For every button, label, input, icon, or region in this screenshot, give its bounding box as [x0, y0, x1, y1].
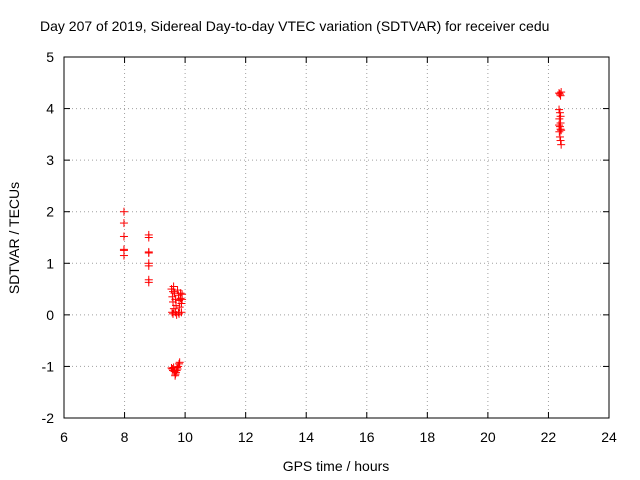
data-point-plus: [169, 287, 177, 296]
x-tick-label: 24: [601, 429, 617, 445]
y-tick-label: 4: [46, 101, 54, 117]
x-tick-label: 6: [60, 429, 68, 445]
data-point-plus: [119, 251, 128, 260]
data-point-plus: [555, 108, 564, 117]
data-point-plus: [144, 278, 153, 287]
data-point-plus: [119, 232, 128, 241]
data-point-plus: [557, 140, 566, 149]
data-point-plus: [555, 90, 564, 99]
grid-layer: [64, 57, 609, 418]
y-tick-label: 1: [46, 255, 54, 271]
data-point-plus: [556, 119, 565, 128]
plot-frame: [63, 56, 610, 419]
data-point-plus: [555, 121, 564, 130]
data-point-plus: [175, 303, 184, 312]
y-tick-label: 5: [46, 49, 54, 65]
data-point-plus: [144, 261, 153, 270]
data-point-plus: [178, 295, 187, 304]
data-point-plus: [172, 363, 181, 372]
y-tick-label: 2: [46, 204, 54, 220]
chart-title: Day 207 of 2019, Sidereal Day-to-day VTE…: [40, 18, 549, 34]
data-point-plus: [557, 88, 566, 97]
x-tick-label: 8: [121, 429, 129, 445]
data-point-plus: [556, 91, 565, 100]
data-point-plus: [556, 136, 565, 145]
x-tick-label: 18: [420, 429, 436, 445]
data-points: [119, 88, 566, 380]
y-tick-label: -2: [42, 410, 55, 426]
x-tick-label: 22: [541, 429, 557, 445]
y-axis-label: SDTVAR / TECUs: [6, 182, 22, 294]
data-point-plus: [557, 126, 566, 135]
data-point-plus: [144, 248, 153, 257]
data-point-plus: [176, 294, 185, 303]
x-axis-label: GPS time / hours: [283, 458, 390, 474]
data-point-plus: [119, 207, 128, 216]
data-point-plus: [119, 219, 128, 228]
data-point-plus: [169, 282, 178, 291]
y-tick-label: 0: [46, 307, 54, 323]
data-point-plus: [175, 358, 184, 367]
data-point-plus: [144, 233, 153, 242]
data-point-plus: [171, 371, 180, 380]
data-point-plus: [175, 359, 184, 368]
data-point-plus: [172, 301, 181, 310]
data-point-plus: [177, 308, 186, 317]
y-tick-label: 3: [46, 152, 54, 168]
x-tick-label: 20: [480, 429, 496, 445]
data-point-plus: [555, 127, 564, 136]
data-point-plus: [555, 132, 564, 141]
y-tick-label: -1: [42, 358, 55, 374]
x-tick-label: 10: [177, 429, 193, 445]
x-tick-label: 12: [238, 429, 254, 445]
x-tick-label: 16: [359, 429, 375, 445]
data-point-plus: [177, 299, 186, 308]
x-tick-label: 14: [298, 429, 314, 445]
